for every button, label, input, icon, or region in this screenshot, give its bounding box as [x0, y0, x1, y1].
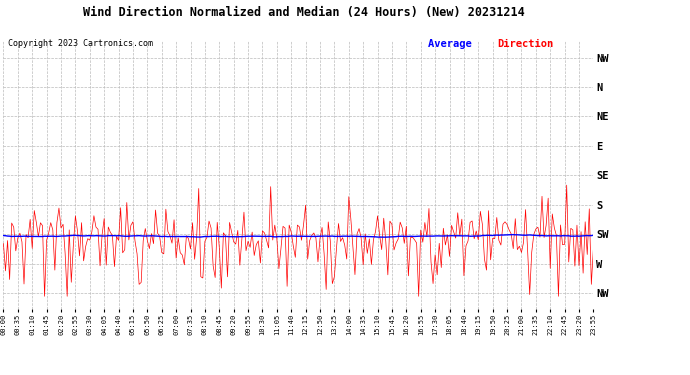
Text: Direction: Direction	[497, 39, 553, 50]
Text: Copyright 2023 Cartronics.com: Copyright 2023 Cartronics.com	[8, 39, 153, 48]
Text: Average: Average	[428, 39, 477, 50]
Text: Wind Direction Normalized and Median (24 Hours) (New) 20231214: Wind Direction Normalized and Median (24…	[83, 6, 524, 19]
